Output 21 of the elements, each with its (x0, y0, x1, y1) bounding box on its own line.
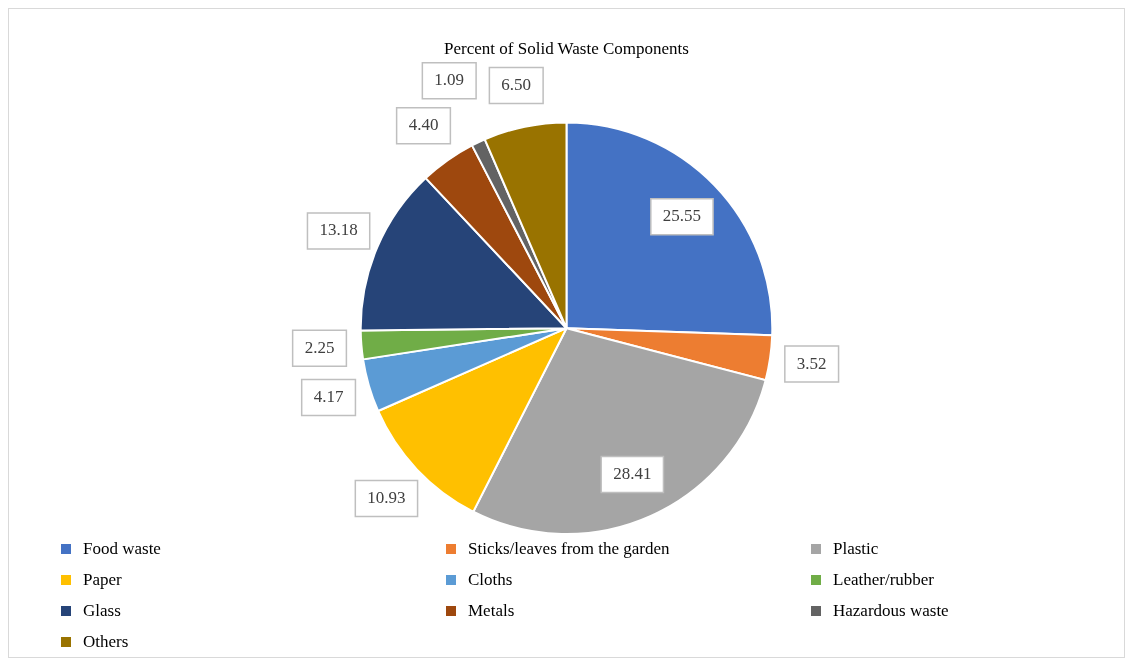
data-label: 1.09 (434, 70, 465, 90)
legend-label: Paper (83, 570, 122, 590)
legend-label: Food waste (83, 539, 161, 559)
data-label: 6.50 (501, 75, 532, 95)
legend-label: Glass (83, 601, 121, 621)
data-label: 2.25 (304, 337, 335, 357)
legend-label: Cloths (468, 570, 513, 590)
data-label: 25.55 (662, 206, 702, 226)
legend-label: Hazardous waste (833, 601, 949, 621)
data-label: 10.93 (367, 487, 406, 507)
data-label: 28.41 (613, 464, 652, 484)
data-label: 13.18 (319, 220, 358, 240)
legend-label: Metals (468, 601, 515, 621)
legend-label: Leather/rubber (833, 570, 934, 590)
data-label: 3.52 (796, 353, 827, 373)
legend-label: Plastic (833, 539, 879, 559)
legend-label: Sticks/leaves from the garden (468, 539, 670, 559)
legend-label: Others (83, 632, 129, 652)
data-label: 4.40 (408, 115, 439, 135)
chart-title: Percent of Solid Waste Components (444, 38, 689, 58)
data-label: 4.17 (313, 386, 344, 406)
